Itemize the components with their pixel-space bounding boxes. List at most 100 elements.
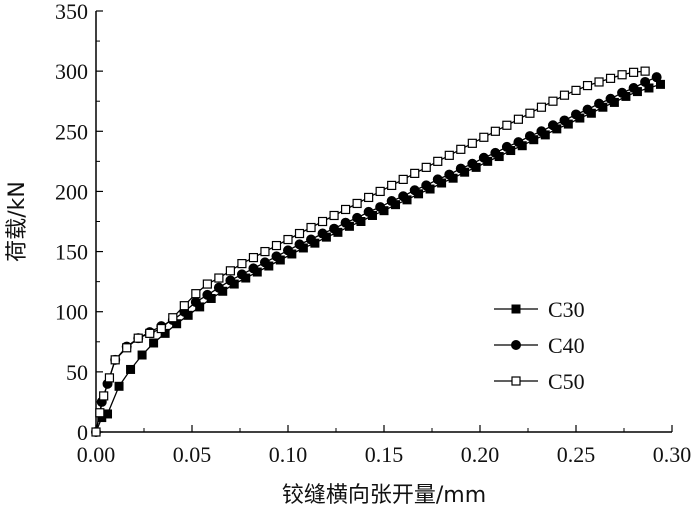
data-point (202, 289, 213, 300)
legend-marker (511, 340, 521, 350)
data-point (352, 198, 362, 209)
data-point (149, 338, 159, 348)
data-point (283, 234, 293, 245)
data-point (341, 204, 351, 215)
data-point (444, 169, 455, 180)
data-point (513, 114, 524, 124)
data-point (190, 297, 201, 308)
data-point (236, 269, 247, 280)
data-point (375, 202, 386, 213)
y-tick-label: 250 (55, 119, 88, 144)
series-layer (91, 66, 665, 437)
x-tick-label: 0.15 (365, 442, 404, 467)
data-point (317, 216, 328, 227)
data-point (179, 301, 189, 311)
data-point (444, 150, 454, 160)
legend-item-c40: C40 (494, 333, 585, 358)
y-tick-label: 300 (55, 59, 88, 84)
x-tick-label: 0.00 (77, 442, 116, 467)
data-point (513, 137, 524, 148)
data-point (628, 82, 639, 93)
data-point (214, 273, 224, 283)
data-point (340, 217, 351, 228)
legend-label: C30 (548, 297, 585, 322)
data-point (329, 210, 339, 221)
data-point (617, 70, 627, 80)
data-point (655, 79, 665, 89)
data-point (271, 240, 282, 251)
data-point (294, 239, 305, 250)
legend-item-c30: C30 (494, 297, 585, 322)
data-point (467, 138, 477, 148)
x-tick-label: 0.30 (653, 442, 692, 467)
data-point (409, 185, 420, 196)
y-tick-label: 350 (55, 0, 88, 24)
y-tick-label: 200 (55, 179, 88, 204)
data-point (387, 180, 397, 191)
data-point (410, 168, 420, 178)
legend-label: C50 (548, 369, 585, 394)
data-point (237, 259, 247, 269)
data-point (363, 206, 374, 217)
data-point (548, 96, 558, 106)
data-point (294, 228, 305, 239)
data-point (398, 191, 409, 202)
data-point (133, 333, 143, 343)
data-point (168, 313, 178, 323)
data-point (640, 76, 651, 87)
data-point (628, 67, 639, 77)
data-point (501, 141, 512, 152)
y-tick-label: 50 (66, 360, 88, 385)
data-point (306, 222, 316, 233)
data-point (455, 163, 466, 174)
data-point (421, 180, 432, 191)
legend-label: C40 (548, 333, 585, 358)
data-point (91, 427, 101, 437)
data-point (582, 80, 593, 91)
data-point (95, 408, 105, 418)
data-point (145, 328, 155, 338)
x-tick-label: 0.20 (461, 442, 500, 467)
y-tick-label: 0 (77, 420, 88, 445)
data-point (110, 355, 120, 365)
data-point (421, 162, 431, 172)
data-point (259, 257, 270, 268)
data-point (559, 115, 570, 126)
x-tick-label: 0.25 (557, 442, 596, 467)
data-point (260, 246, 270, 257)
x-tick-label: 0.10 (269, 442, 308, 467)
data-point (104, 373, 115, 383)
y-tick-label: 150 (55, 240, 88, 265)
y-tick-label: 100 (55, 300, 88, 325)
y-axis-title: 荷载/kN (5, 181, 30, 262)
data-point (559, 90, 570, 100)
data-point (271, 251, 282, 262)
data-point (202, 279, 212, 289)
data-point (640, 66, 650, 76)
data-point (225, 266, 235, 276)
data-point (536, 126, 547, 137)
data-point (213, 282, 224, 293)
data-point (571, 85, 581, 95)
data-point (547, 120, 558, 131)
data-point (467, 158, 478, 169)
data-point (398, 174, 408, 184)
axes: 0.00 0.05 0.10 0.15 0.20 0.25 0.30 0 50 100 150 200… (55, 0, 691, 467)
series-c50 (91, 66, 650, 437)
data-point (651, 72, 662, 83)
data-point (122, 343, 132, 353)
series-c30 (91, 79, 665, 437)
data-point (317, 228, 328, 239)
data-point (103, 409, 113, 419)
legend: C30 C40 C50 (494, 297, 585, 394)
data-point (329, 223, 340, 234)
legend-marker (511, 376, 521, 386)
data-point (582, 104, 593, 115)
data-point (433, 156, 443, 166)
data-point (605, 93, 616, 104)
x-tick-label: 0.05 (173, 442, 212, 467)
data-point (432, 174, 443, 185)
data-point (352, 212, 363, 223)
